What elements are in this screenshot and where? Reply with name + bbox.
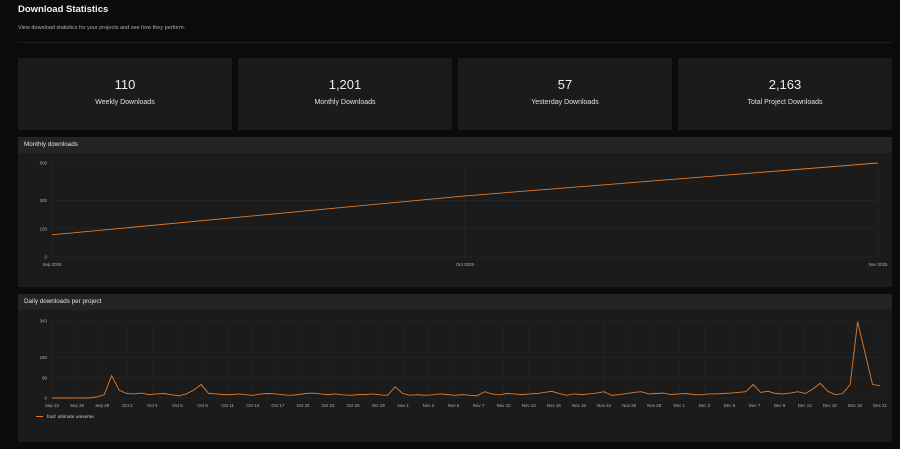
y-tick-label: 150 <box>40 226 48 231</box>
y-tick-label: 180 <box>40 355 48 360</box>
y-tick-label: 90 <box>42 375 47 380</box>
x-tick-label: Nov 10 <box>497 403 511 408</box>
x-tick-label: Oct 6 <box>172 403 183 408</box>
x-tick-label: Dec 3 <box>699 403 711 408</box>
stat-card-total: 2,163 Total Project Downloads <box>678 58 892 130</box>
series-line <box>52 321 881 399</box>
stat-label: Monthly Downloads <box>314 99 376 106</box>
x-tick-label: Nov 16 <box>547 403 561 408</box>
x-tick-label: Oct 2 <box>122 403 133 408</box>
y-tick-label: 500 <box>40 161 48 166</box>
x-tick-label: Dec 21 <box>873 403 887 408</box>
x-tick-label: Oct 11 <box>221 403 234 408</box>
x-tick-label: Oct 23 <box>322 403 335 408</box>
x-tick-label: Sep 29 <box>95 403 109 408</box>
monthly-downloads-panel: Monthly downloads 0 150 300 500 Sep 2025 Oct … <box>18 137 892 287</box>
x-tick-label: Nov 5 <box>448 403 460 408</box>
monthly-downloads-chart: 0 150 300 500 Sep 2025 Oct 2025 Nov 2025 <box>40 161 888 268</box>
x-tick-label: Nov 22 <box>597 403 611 408</box>
stat-value: 110 <box>114 77 136 92</box>
x-tick-label: Oct 8 <box>197 403 208 408</box>
panel-title: Monthly downloads <box>18 137 892 153</box>
stat-label: Yesterday Downloads <box>531 99 599 106</box>
x-tick-label: Oct 26 <box>347 403 360 408</box>
x-tick-label: Oct 29 <box>372 403 385 408</box>
header-divider <box>18 42 892 43</box>
daily-downloads-chart: 0 90 180 343 Sep 23 Sep 26 Sep 29 Oct 2 Oct 4 Oct… <box>40 319 888 409</box>
x-tick-label: Dec 18 <box>848 403 862 408</box>
stat-value: 2,163 <box>768 77 802 92</box>
stat-value: 1,201 <box>328 77 362 92</box>
x-tick-label: Oct 17 <box>271 403 284 408</box>
x-tick-label: Dec 9 <box>774 403 786 408</box>
panel-title: Daily downloads per project <box>18 294 892 310</box>
x-tick-label: Oct 2025 <box>456 262 474 267</box>
y-tick-label: 0 <box>45 396 48 401</box>
stat-label: Weekly Downloads <box>95 99 155 106</box>
x-tick-label: Dec 5 <box>724 403 736 408</box>
stat-card-weekly: 110 Weekly Downloads <box>18 58 232 130</box>
stat-card-yesterday: 57 Yesterday Downloads <box>458 58 672 130</box>
x-tick-label: Nov 19 <box>572 403 586 408</box>
chart-legend[interactable]: fnaf: ultimate universe <box>36 415 94 420</box>
stat-card-monthly: 1,201 Monthly Downloads <box>238 58 452 130</box>
x-tick-label: Sep 23 <box>45 403 59 408</box>
x-tick-label: Dec 12 <box>798 403 812 408</box>
x-tick-label: Nov 2025 <box>869 262 888 267</box>
x-tick-label: Nov 28 <box>647 403 661 408</box>
x-tick-label: Nov 3 <box>423 403 435 408</box>
y-tick-label: 0 <box>45 255 48 260</box>
x-tick-label: Oct 14 <box>246 403 259 408</box>
y-tick-label: 300 <box>40 198 48 203</box>
page-title: Download Statistics <box>18 4 109 15</box>
x-tick-label: Nov 13 <box>522 403 536 408</box>
page-subtitle: View download statistics for your projec… <box>18 25 186 31</box>
x-tick-label: Oct 20 <box>296 403 309 408</box>
legend-label: fnaf: ultimate universe <box>47 415 94 420</box>
legend-swatch <box>36 416 43 418</box>
x-tick-label: Sep 2025 <box>43 262 62 267</box>
x-tick-label: Dec 1 <box>674 403 686 408</box>
x-tick-label: Nov 1 <box>398 403 410 408</box>
series-line <box>51 162 879 236</box>
x-tick-label: Nov 7 <box>473 403 485 408</box>
x-tick-label: Oct 4 <box>147 403 158 408</box>
x-tick-label: Sep 26 <box>70 403 84 408</box>
stat-value: 57 <box>557 77 573 92</box>
x-tick-label: Nov 25 <box>622 403 636 408</box>
stat-label: Total Project Downloads <box>747 99 823 106</box>
daily-downloads-panel: Daily downloads per project 0 90 180 343 Sep… <box>18 294 892 442</box>
x-tick-label: Dec 15 <box>823 403 837 408</box>
x-tick-label: Dec 7 <box>749 403 761 408</box>
y-tick-label: 343 <box>40 319 48 324</box>
